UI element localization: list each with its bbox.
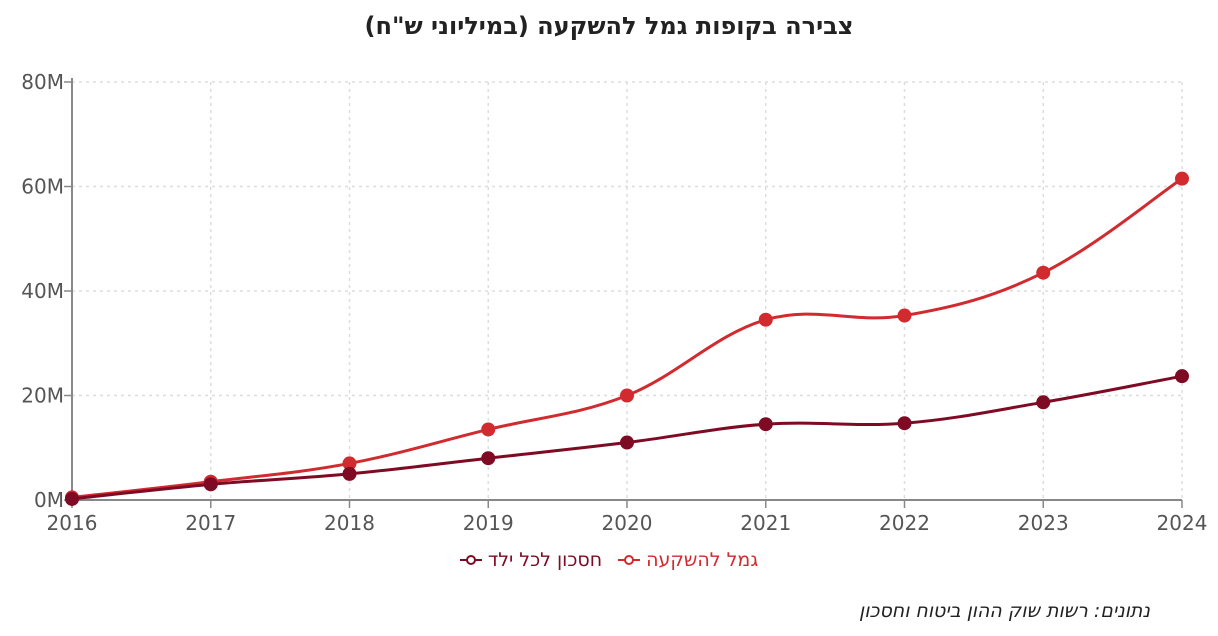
data-point: [481, 422, 496, 437]
x-tick-label: 2023: [1018, 511, 1069, 535]
data-point: [342, 456, 357, 471]
legend-item-1[interactable]: גמל להשקעה: [618, 549, 758, 571]
x-tick-label: 2022: [879, 511, 930, 535]
data-point: [897, 308, 912, 323]
grid-lines: [72, 81, 1183, 500]
data-point: [1175, 369, 1189, 384]
x-tick-label: 2018: [324, 511, 375, 535]
data-point: [481, 451, 496, 466]
y-tick-label: 0M: [34, 488, 64, 512]
data-point: [342, 466, 357, 481]
x-tick-label: 2020: [602, 511, 653, 535]
data-point: [1036, 265, 1051, 280]
legend: גמל להשקעה חסכון לכל ילד: [0, 549, 1218, 571]
chart-title: צבירה בקופות גמל להשקעה (במיליוני ש"ח): [364, 12, 854, 40]
x-tick-label: 2024: [1157, 511, 1208, 535]
data-point: [620, 435, 634, 450]
series-line-1: [71, 177, 1183, 499]
data-point: [620, 388, 634, 403]
source-note: נתונים: רשות שוק ההון ביטוח וחסכון: [859, 600, 1150, 622]
data-point: [65, 491, 79, 506]
line-chart: 0M 20M 40M 60M 80M 2016 2017 2018 2019 2020 2021 20…: [21, 70, 1207, 535]
x-tick-label: 2017: [185, 511, 236, 535]
y-tick-label: 40M: [21, 279, 64, 303]
legend-item-2[interactable]: חסכון לכל ילד: [459, 549, 603, 571]
series-lines: [65, 171, 1189, 506]
x-tick-label: 2019: [463, 511, 514, 535]
legend-label: גמל להשקעה: [646, 549, 759, 571]
y-tick-label: 80M: [21, 70, 64, 94]
data-point: [758, 312, 773, 327]
data-point: [897, 416, 912, 431]
legend-marker-icon: [459, 554, 482, 566]
data-point: [1036, 395, 1051, 410]
x-tick-label: 2021: [740, 511, 791, 535]
legend-label: חסכון לכל ילד: [487, 549, 603, 571]
data-point: [203, 477, 218, 492]
y-tick-label: 60M: [21, 175, 64, 199]
legend-marker-icon: [618, 554, 641, 566]
y-tick-label: 20M: [21, 384, 64, 408]
x-tick-label: 2016: [47, 511, 98, 535]
data-point: [1175, 171, 1189, 186]
data-point: [758, 417, 773, 432]
tick-labels: 0M 20M 40M 60M 80M 2016 2017 2018 2019 2020 2021 20…: [21, 70, 1207, 535]
